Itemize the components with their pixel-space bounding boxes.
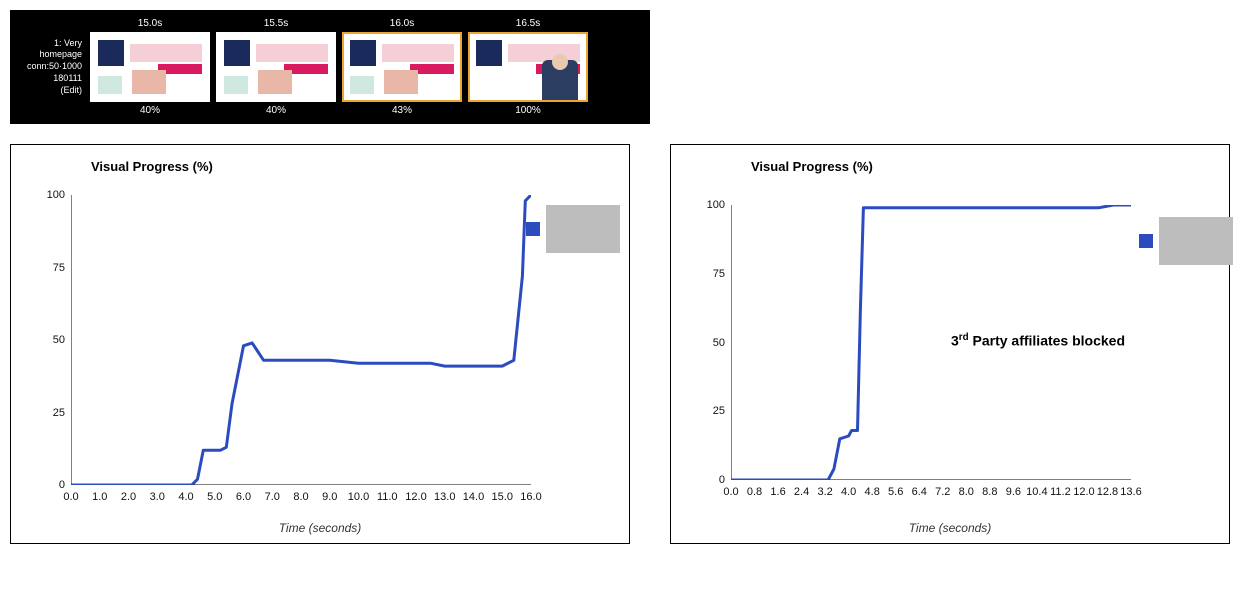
- chart-annotation: 3rd Party affiliates blocked: [951, 332, 1125, 349]
- y-tick: 100: [707, 199, 725, 211]
- x-tick: 8.0: [293, 491, 308, 503]
- x-tick: 10.0: [348, 491, 369, 503]
- y-tick: 75: [53, 262, 65, 274]
- filmstrip-frame[interactable]: 15.5s 40%: [216, 18, 336, 116]
- chart-visual-progress-left: Visual Progress (%)02550751000.01.02.03.…: [10, 144, 630, 544]
- x-axis-label: Time (seconds): [11, 521, 629, 535]
- y-tick: 75: [713, 268, 725, 280]
- x-tick: 13.0: [434, 491, 455, 503]
- charts-row: Visual Progress (%)02550751000.01.02.03.…: [10, 144, 1249, 544]
- legend-swatch: [526, 222, 540, 236]
- y-tick: 50: [713, 337, 725, 349]
- x-tick: 12.0: [1073, 486, 1094, 498]
- chart-title: Visual Progress (%): [91, 159, 213, 174]
- frame-percent: 100%: [515, 105, 541, 116]
- filmstrip-label-line: conn:50·1000: [20, 61, 82, 73]
- x-tick: 2.4: [794, 486, 809, 498]
- x-tick: 3.0: [150, 491, 165, 503]
- frame-percent: 40%: [266, 105, 286, 116]
- filmstrip-frame[interactable]: 16.5s 100%: [468, 18, 588, 116]
- x-tick: 7.2: [935, 486, 950, 498]
- x-tick: 15.0: [492, 491, 513, 503]
- filmstrip-label-line: homepage: [20, 49, 82, 61]
- frame-thumbnail[interactable]: [468, 32, 588, 102]
- x-tick: 8.0: [959, 486, 974, 498]
- x-tick: 5.6: [888, 486, 903, 498]
- filmstrip-label-line: 180111: [20, 73, 82, 85]
- x-tick: 7.0: [265, 491, 280, 503]
- legend-placeholder: [546, 205, 620, 253]
- frame-thumbnail[interactable]: [216, 32, 336, 102]
- frame-thumbnail[interactable]: [342, 32, 462, 102]
- x-tick: 0.0: [63, 491, 78, 503]
- frame-percent: 43%: [392, 105, 412, 116]
- x-tick: 5.0: [207, 491, 222, 503]
- filmstrip-frame[interactable]: 15.0s 40%: [90, 18, 210, 116]
- filmstrip: 1: Veryhomepageconn:50·1000180111(Edit) …: [10, 10, 650, 124]
- legend: [526, 205, 620, 253]
- y-tick: 50: [53, 334, 65, 346]
- x-tick: 12.0: [405, 491, 426, 503]
- frame-time: 16.5s: [516, 18, 540, 29]
- frame-time: 15.0s: [138, 18, 162, 29]
- x-tick: 3.2: [817, 486, 832, 498]
- x-tick: 6.0: [236, 491, 251, 503]
- legend: [1139, 217, 1233, 265]
- x-tick: 9.0: [322, 491, 337, 503]
- frame-thumbnail[interactable]: [90, 32, 210, 102]
- x-tick: 2.0: [121, 491, 136, 503]
- x-tick: 1.6: [770, 486, 785, 498]
- legend-swatch: [1139, 234, 1153, 248]
- x-tick: 13.6: [1120, 486, 1141, 498]
- frame-percent: 40%: [140, 105, 160, 116]
- chart-svg: [71, 195, 531, 485]
- x-axis-label: Time (seconds): [671, 521, 1229, 535]
- y-tick: 0: [719, 474, 725, 486]
- y-tick: 25: [53, 407, 65, 419]
- frame-time: 15.5s: [264, 18, 288, 29]
- x-tick: 9.6: [1006, 486, 1021, 498]
- y-tick: 0: [59, 479, 65, 491]
- y-tick: 25: [713, 405, 725, 417]
- x-tick: 0.8: [747, 486, 762, 498]
- chart-title: Visual Progress (%): [751, 159, 873, 174]
- x-tick: 4.0: [178, 491, 193, 503]
- x-tick: 10.4: [1026, 486, 1047, 498]
- x-tick: 16.0: [520, 491, 541, 503]
- plot-area: 02550751000.01.02.03.04.05.06.07.08.09.0…: [71, 195, 531, 485]
- y-tick: 100: [47, 189, 65, 201]
- chart-visual-progress-right: Visual Progress (%) 0 25 50 75 100 0.0 0.8 1.6 2.…: [670, 144, 1230, 544]
- x-tick: 11.2: [1050, 486, 1071, 498]
- filmstrip-label-line: (Edit): [20, 85, 82, 97]
- frame-time: 16.0s: [390, 18, 414, 29]
- x-tick: 4.8: [865, 486, 880, 498]
- filmstrip-label: 1: Veryhomepageconn:50·1000180111(Edit): [20, 38, 90, 96]
- x-tick: 14.0: [463, 491, 484, 503]
- filmstrip-frames: 15.0s 40% 15.5s 40% 16.0s 43% 16.5s 100%: [90, 18, 588, 116]
- filmstrip-label-line: 1: Very: [20, 38, 82, 50]
- x-tick: 6.4: [912, 486, 927, 498]
- x-tick: 8.8: [982, 486, 997, 498]
- legend-placeholder: [1159, 217, 1233, 265]
- x-tick: 1.0: [92, 491, 107, 503]
- x-tick: 12.8: [1097, 486, 1118, 498]
- x-tick: 4.0: [841, 486, 856, 498]
- filmstrip-frame[interactable]: 16.0s 43%: [342, 18, 462, 116]
- x-tick: 0.0: [723, 486, 738, 498]
- series-visual-progress: [71, 195, 531, 485]
- x-tick: 11.0: [377, 491, 398, 503]
